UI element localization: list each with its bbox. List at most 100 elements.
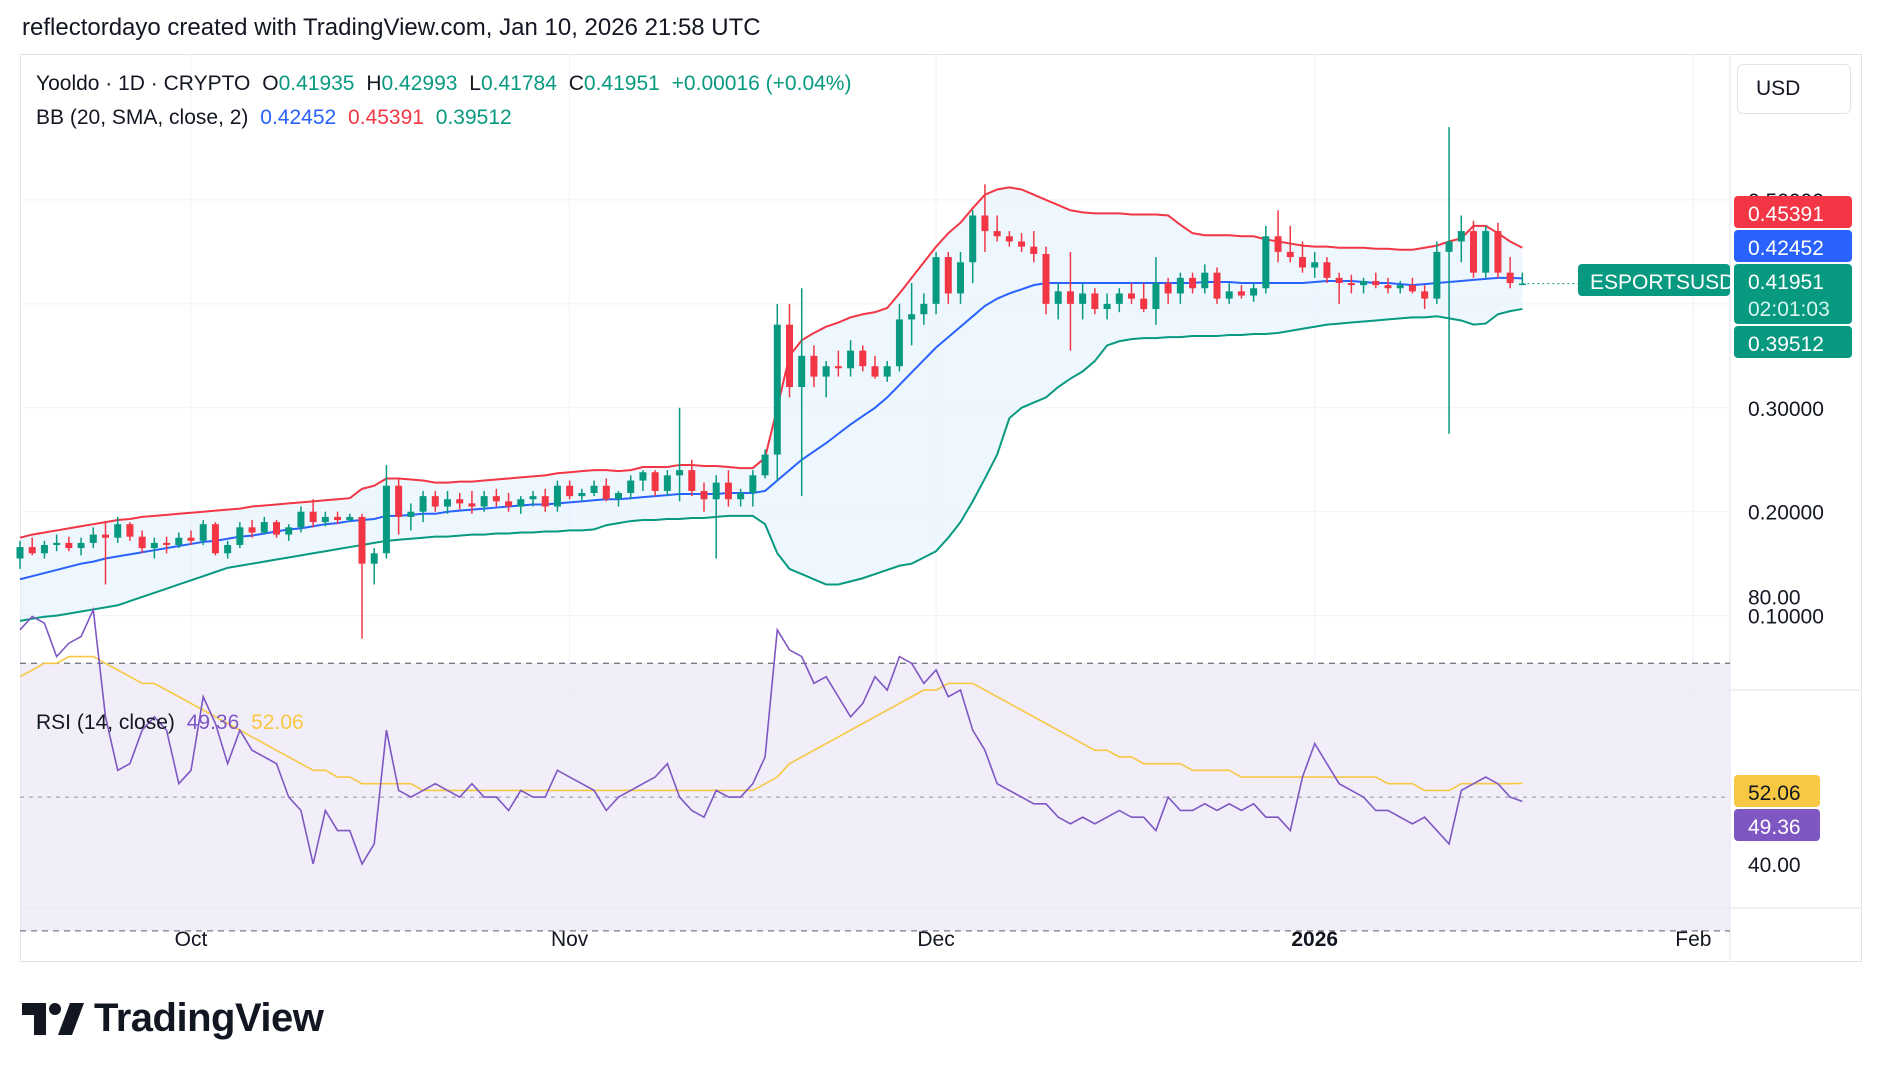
tradingview-logo-text: TradingView [94, 996, 324, 1040]
rsi-tag-text: 49.36 [1748, 816, 1801, 839]
rsi-axis-label: 40.00 [1748, 854, 1801, 877]
bb-lower-line [19, 307, 1523, 622]
candle-body [358, 516, 366, 564]
candle-body [895, 319, 903, 367]
candle-body [53, 542, 61, 545]
candle-body [297, 511, 305, 528]
bb-basis-tag-text: 0.42452 [1748, 237, 1824, 260]
candle-body [1396, 285, 1404, 289]
candle-body [211, 524, 219, 554]
candle-body [407, 511, 415, 517]
candle-body [456, 499, 464, 504]
candle-body [688, 470, 696, 491]
candle-body [859, 350, 867, 367]
open-value: 0.41935 [278, 72, 355, 95]
high-label: H [366, 72, 382, 95]
candle-body [834, 366, 842, 369]
symbol-tag [1578, 264, 1730, 296]
bb-basis-value: 0.42452 [260, 106, 337, 129]
time-axis-label: 2026 [1291, 928, 1338, 951]
candle-body [932, 257, 940, 304]
candle-body [639, 472, 647, 481]
symbol-tag-text: ESPORTSUSD [1590, 271, 1734, 294]
candle-body [663, 475, 671, 491]
candle-body [1225, 291, 1233, 299]
candle-body [908, 314, 916, 320]
candle-body [138, 536, 146, 549]
rsi-ma-value: 52.06 [251, 711, 304, 734]
candle-body [236, 527, 244, 545]
open-label: O [262, 72, 279, 95]
candle-body [248, 527, 256, 533]
candle-body [1176, 277, 1184, 294]
time-axis-label: Oct [175, 928, 208, 951]
currency-button[interactable]: USD [1737, 64, 1851, 114]
rsi-legend[interactable]: RSI (14, close) 49.36 52.06 [36, 711, 310, 735]
change-value: +0.00016 (+0.04%) [671, 72, 852, 95]
candle-body [1250, 288, 1258, 296]
candle-body [1018, 241, 1026, 247]
candle-body [724, 482, 732, 500]
tradingview-logo[interactable]: TradingView [22, 996, 324, 1041]
candle-body [163, 542, 171, 545]
bb-upper-tag-text: 0.45391 [1748, 203, 1824, 226]
bb-label[interactable]: BB (20, SMA, close, 2) [36, 106, 249, 129]
candle-body [1323, 262, 1331, 278]
candle-body [1347, 283, 1355, 286]
rsi-tag [1734, 809, 1820, 841]
candle-body [285, 527, 293, 535]
candle-body [1152, 283, 1160, 310]
symbol-legend[interactable]: Yooldo · 1D · CRYPTO O0.41935 H0.42993 L… [36, 72, 857, 96]
bb-band-fill [20, 187, 1523, 621]
candle-body [1506, 272, 1514, 284]
candle-body [260, 522, 268, 533]
candle-body [1482, 231, 1490, 273]
last-price-tag-text: 0.41951 [1748, 271, 1824, 294]
candle-body [1115, 293, 1123, 304]
candle-body [40, 544, 48, 554]
candle-body [150, 542, 158, 549]
chart-header: reflectordayo created with TradingView.c… [22, 14, 761, 41]
candle-body [798, 355, 806, 387]
candle-body [871, 366, 879, 377]
candle-body [822, 366, 830, 377]
bb-legend[interactable]: BB (20, SMA, close, 2) 0.42452 0.45391 0… [36, 106, 518, 130]
candle-body [627, 480, 635, 494]
candle-body [321, 516, 329, 523]
candle-body [1201, 272, 1209, 289]
candle-body [1140, 298, 1148, 310]
rsi-label[interactable]: RSI (14, close) [36, 711, 175, 734]
candle-body [944, 257, 952, 294]
symbol-title[interactable]: Yooldo · 1D · CRYPTO [36, 72, 251, 95]
candle-body [1408, 285, 1416, 292]
candle-body [553, 485, 561, 507]
candle-body [1384, 285, 1392, 289]
candle-body [1445, 241, 1453, 252]
candle-body [700, 490, 708, 500]
candle-body [1079, 293, 1087, 304]
candle-body [175, 537, 183, 545]
candle-body [1274, 236, 1282, 252]
candle-body [957, 262, 964, 294]
candle-body [444, 499, 451, 507]
candle-body [1299, 257, 1306, 268]
candle-body [431, 496, 439, 507]
candle-body [847, 350, 855, 369]
time-axis-label: Dec [917, 928, 954, 951]
bb-upper-line [19, 186, 1523, 539]
candle-body [102, 534, 109, 538]
candle-body [505, 501, 513, 507]
candle-body [480, 496, 488, 507]
candle-body [1262, 236, 1270, 289]
candle-body [773, 324, 781, 455]
candle-body [77, 542, 85, 549]
candle-body [1457, 231, 1465, 242]
candle-body [114, 524, 122, 538]
candle-body [1091, 293, 1099, 310]
high-value: 0.42993 [381, 72, 458, 95]
candle-body [1103, 303, 1111, 310]
candle-body [492, 496, 500, 502]
bb-lower-value: 0.39512 [435, 106, 512, 129]
candle-body [810, 355, 818, 377]
